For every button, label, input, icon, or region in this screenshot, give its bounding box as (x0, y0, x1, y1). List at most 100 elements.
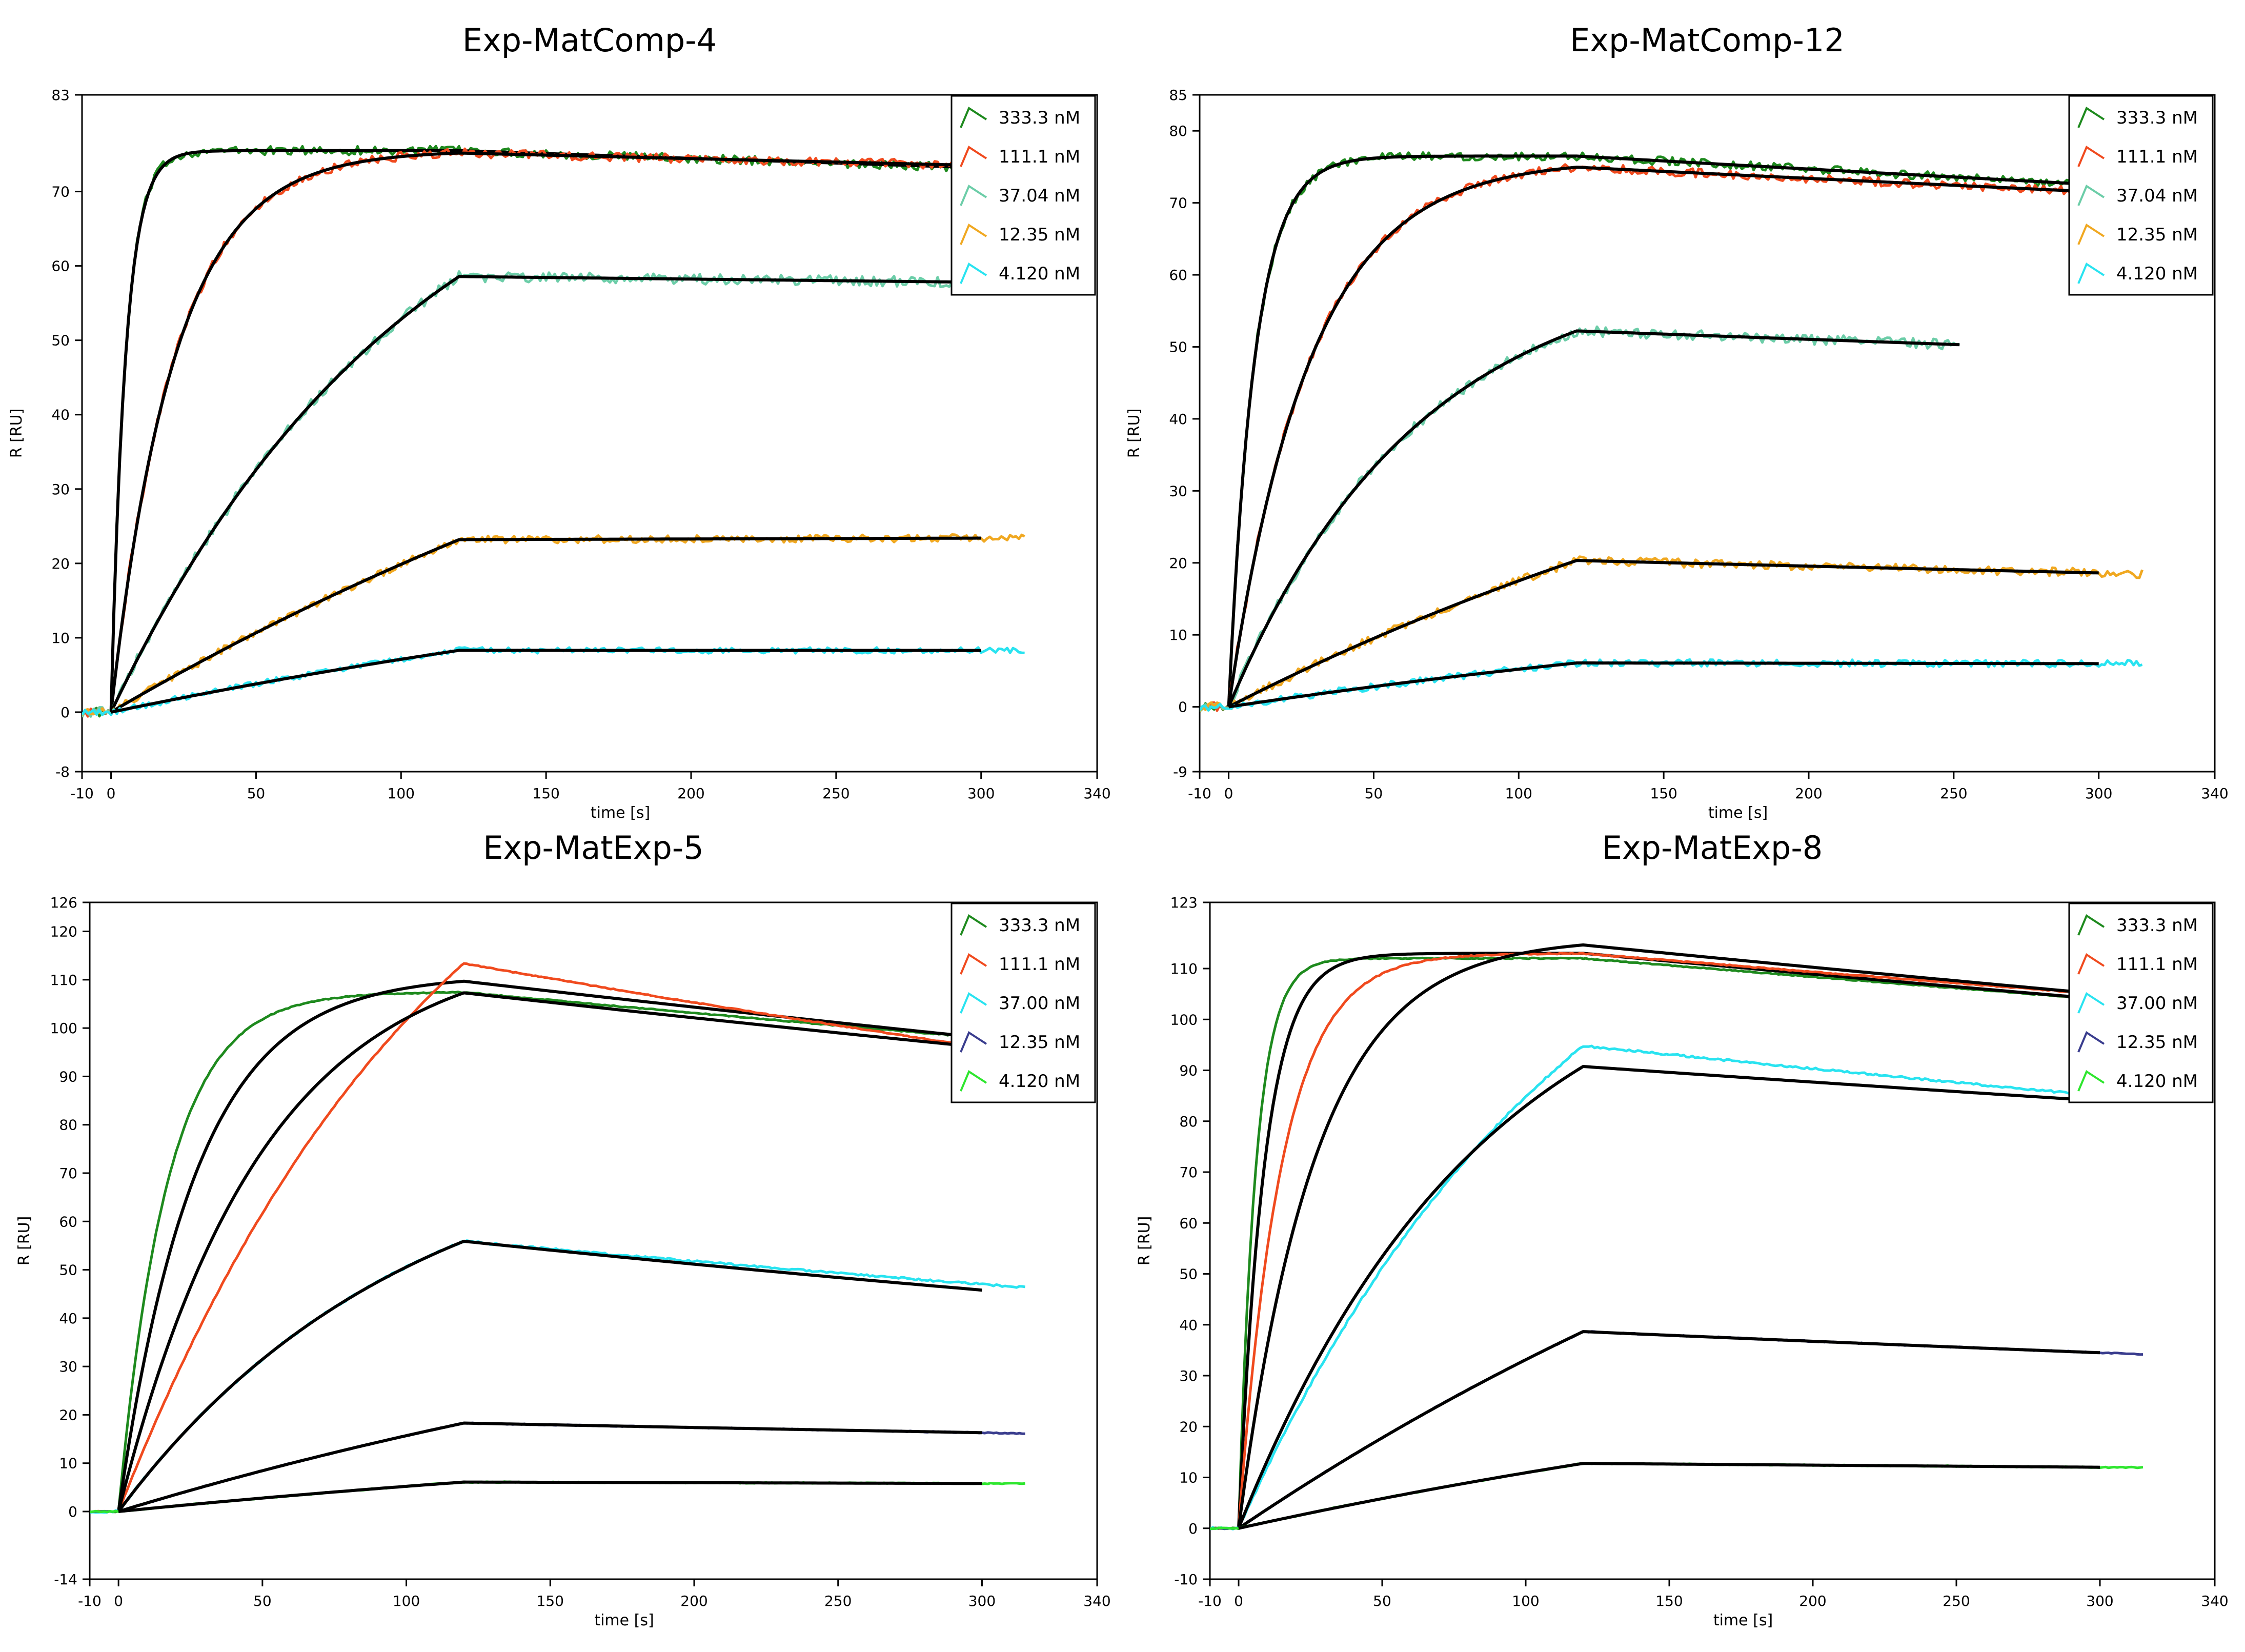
y-tick-label: 90 (1179, 1062, 1198, 1079)
legend-label: 37.00 nM (2116, 993, 2198, 1014)
plot-area (82, 145, 1025, 718)
x-tick-label: -10 (1198, 1593, 1222, 1609)
x-tick-label: 340 (2201, 785, 2228, 802)
fit-curve-333-3-nM (117, 979, 982, 1512)
x-tick-label: 150 (537, 1593, 564, 1609)
y-tick-label: 70 (59, 1165, 77, 1182)
legend-label: 111.1 nM (999, 954, 1080, 975)
y-tick-label: 0 (1178, 699, 1187, 716)
y-tick-label: 123 (1170, 894, 1198, 911)
plot-frame (1199, 94, 2216, 773)
legend-label: 12.35 nM (2116, 225, 2198, 245)
fit-curve-12-35-nM (1238, 1330, 2100, 1530)
fit-curve-111-1-nM (117, 991, 982, 1512)
legend-swatch (960, 185, 987, 206)
legend-swatch (960, 914, 987, 936)
y-tick-label: 85 (1169, 87, 1187, 104)
y-tick-label: 10 (51, 630, 70, 647)
x-tick-label: 100 (393, 1593, 420, 1609)
legend-box (950, 95, 1096, 296)
x-tick-label: 200 (1799, 1593, 1826, 1609)
y-tick-label: 10 (1179, 1469, 1198, 1486)
chart-panel-2: Exp-MatComp-12-10 0 50 100 150 200 250 300 340-9… (1125, 22, 2229, 822)
y-tick-label: 30 (51, 481, 70, 498)
y-tick-label: 110 (1170, 960, 1198, 977)
legend: 333.3 nM 111.1 nM 37.04 nM 12.35 nM 4.120 nM (2068, 95, 2214, 296)
y-axis-label: R [RU] (8, 409, 26, 458)
x-tick-label: 250 (1943, 1593, 1970, 1609)
x-axis-label: time [s] (1713, 1611, 1773, 1629)
x-tick-label: 0 (107, 785, 116, 802)
y-tick-label: 0 (68, 1503, 77, 1520)
legend-label: 111.1 nM (2116, 954, 2198, 975)
y-tick-label: 60 (51, 258, 70, 275)
x-tick-label: 0 (1234, 1593, 1243, 1609)
x-tick-label: 50 (1365, 785, 1383, 802)
y-tick-label: 0 (1188, 1520, 1198, 1537)
legend-swatch (960, 146, 987, 167)
y-tick-label: 20 (1169, 555, 1187, 572)
y-tick-label: 30 (1169, 482, 1187, 499)
legend-box (950, 902, 1096, 1103)
y-tick-label: 70 (1169, 195, 1187, 212)
plot-area (90, 962, 1025, 1514)
x-tick-label: 100 (1512, 1593, 1539, 1609)
legend-label: 12.35 nM (999, 225, 1080, 245)
x-tick-label: 300 (968, 1593, 996, 1609)
y-tick-label: 10 (59, 1455, 77, 1472)
x-tick-label: 150 (532, 785, 559, 802)
legend-swatch (2077, 146, 2105, 167)
fit-curve-12-35-nM (118, 1421, 982, 1513)
legend-swatch (2077, 953, 2105, 975)
x-axis-label: time [s] (1708, 804, 1768, 822)
legend-label: 12.35 nM (999, 1032, 1080, 1053)
sensorgram-37-00-nM (1210, 1044, 2100, 1530)
legend-swatch (960, 263, 987, 284)
y-tick-label: -10 (1174, 1571, 1198, 1588)
y-tick-label: 10 (1169, 627, 1187, 643)
sensorgram-111-1-nM (1210, 952, 2100, 1530)
chart-title: Exp-MatExp-8 (1602, 829, 1823, 867)
y-tick-label: 40 (1179, 1317, 1198, 1334)
legend-label: 37.00 nM (999, 993, 1080, 1014)
y-axis-label: R [RU] (1136, 1216, 1154, 1266)
y-tick-label: 50 (59, 1262, 77, 1279)
y-tick-label: 70 (51, 184, 70, 200)
fit-curve-4-120-nM (1228, 661, 2099, 709)
y-tick-label: 50 (1169, 338, 1187, 355)
x-tick-label: 300 (967, 785, 995, 802)
x-tick-label: 250 (822, 785, 850, 802)
x-tick-label: 340 (1083, 785, 1110, 802)
legend-swatch (2077, 224, 2105, 245)
fit-curve-37-04-nM (1227, 329, 1960, 708)
y-tick-label: 40 (51, 407, 70, 424)
fit-curve-37-00-nM (1237, 1065, 2100, 1529)
x-tick-label: 300 (2085, 785, 2112, 802)
fit-curve-12-35-nM (1228, 559, 2099, 709)
x-axis-label: time [s] (594, 1611, 654, 1629)
legend-label: 4.120 nM (999, 264, 1080, 284)
legend-label: 333.3 nM (999, 108, 1080, 128)
legend-swatch (2077, 185, 2105, 206)
y-tick-label: -14 (54, 1571, 77, 1588)
y-tick-label: 40 (59, 1310, 77, 1327)
legend-swatch (2077, 1031, 2105, 1053)
legend-label: 37.04 nM (999, 186, 1080, 206)
y-tick-label: 80 (59, 1117, 77, 1134)
plot-frame (89, 901, 1098, 1580)
legend-label: 111.1 nM (999, 147, 1080, 167)
y-tick-label: 30 (59, 1358, 77, 1375)
legend-box (2068, 902, 2214, 1103)
y-tick-label: 50 (1179, 1266, 1198, 1283)
y-tick-label: 80 (1169, 123, 1187, 139)
legend-swatch (2077, 914, 2105, 936)
y-tick-label: 126 (50, 894, 77, 911)
y-tick-label: 40 (1169, 411, 1187, 428)
y-tick-label: -9 (1173, 763, 1187, 780)
legend-swatch (960, 953, 987, 975)
legend-box (2068, 95, 2214, 296)
legend-swatch (960, 1031, 987, 1053)
y-tick-label: 30 (1179, 1367, 1198, 1384)
legend-swatch (2077, 1070, 2105, 1092)
